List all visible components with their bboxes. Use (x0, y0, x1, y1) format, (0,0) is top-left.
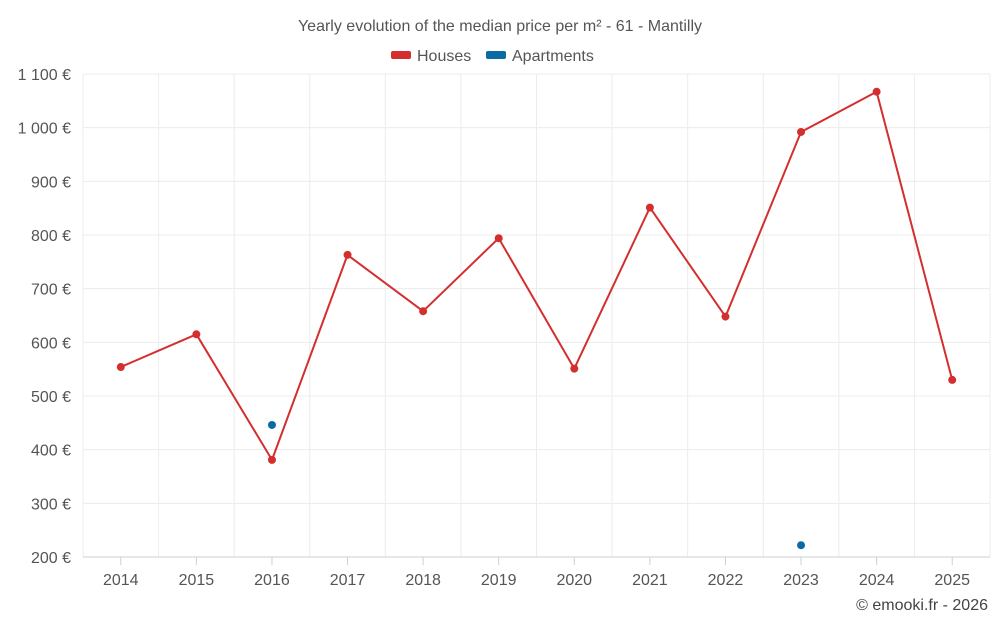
data-point-houses[interactable] (494, 234, 503, 243)
data-point-houses[interactable] (419, 307, 428, 316)
data-point-houses[interactable] (948, 375, 957, 384)
series-line-houses (120, 90, 954, 461)
grid (82, 73, 991, 558)
y-tick-label: 300 € (31, 496, 71, 513)
legend-swatch-houses[interactable] (391, 51, 411, 59)
data-point-apartments[interactable] (267, 420, 276, 429)
y-tick-label: 600 € (31, 335, 71, 352)
data-point-houses[interactable] (116, 363, 125, 372)
y-tick-label: 500 € (31, 389, 71, 406)
x-tick-label: 2014 (103, 572, 139, 589)
data-point-houses[interactable] (267, 455, 276, 464)
legend-swatch-apartments[interactable] (486, 51, 506, 59)
x-tick-label: 2021 (632, 572, 668, 589)
credit-text: © emooki.fr - 2026 (856, 597, 988, 614)
y-tick-label: 1 100 € (18, 67, 71, 84)
y-tick-label: 400 € (31, 443, 71, 460)
x-tick-label: 2020 (556, 572, 592, 589)
x-tick-label: 2023 (783, 572, 819, 589)
legend-label-houses[interactable]: Houses (417, 48, 471, 65)
y-tick-label: 1 000 € (18, 121, 71, 138)
x-tick-label: 2019 (481, 572, 517, 589)
x-tick-label: 2017 (330, 572, 366, 589)
data-point-apartments[interactable] (797, 541, 806, 550)
x-tick-label: 2025 (934, 572, 970, 589)
x-tick-label: 2015 (179, 572, 215, 589)
data-point-houses[interactable] (192, 330, 201, 339)
x-tick-label: 2018 (405, 572, 441, 589)
chart-title: Yearly evolution of the median price per… (298, 18, 702, 35)
data-point-houses[interactable] (872, 87, 881, 96)
y-tick-label: 900 € (31, 174, 71, 191)
legend[interactable]: Houses Apartments (391, 48, 594, 65)
x-tick-label: 2016 (254, 572, 290, 589)
y-tick-label: 200 € (31, 550, 71, 567)
data-point-houses[interactable] (570, 364, 579, 373)
data-point-houses[interactable] (797, 127, 806, 136)
x-tick-label: 2024 (859, 572, 895, 589)
y-tick-label: 800 € (31, 228, 71, 245)
series (116, 87, 957, 550)
x-tick-label: 2022 (708, 572, 744, 589)
y-tick-label: 700 € (31, 282, 71, 299)
data-point-houses[interactable] (645, 203, 654, 212)
axes: 200 € 300 € 400 € 500 € 600 € 700 € 800 € 900 €… (18, 67, 990, 589)
data-point-houses[interactable] (721, 312, 730, 321)
legend-label-apartments[interactable]: Apartments (512, 48, 594, 65)
data-point-houses[interactable] (343, 250, 352, 259)
